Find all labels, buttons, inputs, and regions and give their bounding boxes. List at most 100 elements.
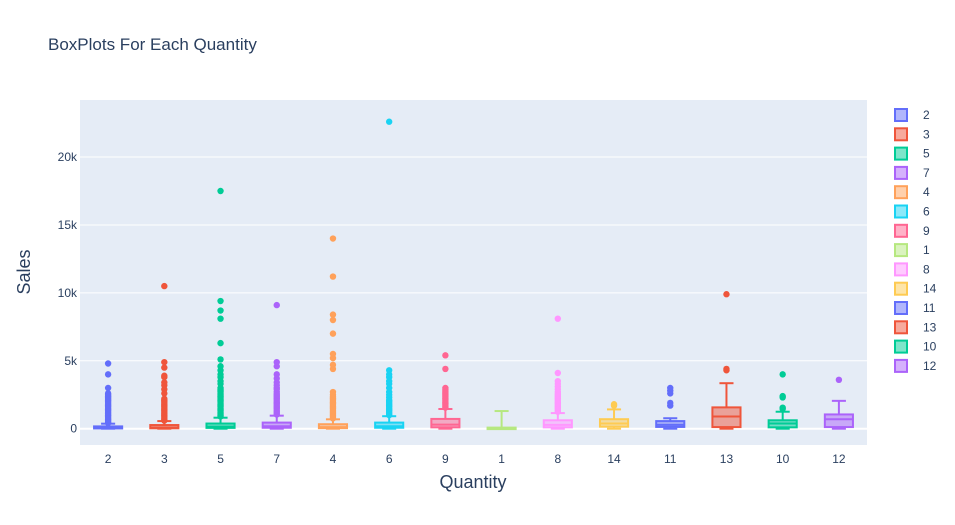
outlier-point	[161, 395, 168, 403]
legend-item-1[interactable]: 1	[894, 243, 930, 258]
box-12	[823, 376, 854, 430]
outlier-point	[610, 401, 618, 408]
y-tick-label: 0	[70, 422, 77, 436]
outlier-point	[104, 371, 112, 378]
y-tick-label: 5k	[64, 354, 78, 368]
outlier-point	[835, 376, 843, 384]
plot-area	[80, 100, 867, 445]
legend-swatch	[894, 320, 908, 335]
legend-swatch	[894, 262, 908, 277]
outlier-point	[217, 315, 224, 322]
outlier-point	[104, 384, 112, 392]
outlier-point	[779, 404, 786, 411]
y-axis-title: Sales	[14, 249, 34, 294]
x-tick-label: 3	[161, 452, 168, 466]
legend-label: 9	[923, 224, 930, 238]
legend-label: 4	[923, 185, 930, 199]
legend-item-6[interactable]: 6	[894, 204, 930, 219]
outlier-point	[554, 315, 562, 322]
x-tick-label: 2	[105, 452, 112, 466]
legend-label: 12	[923, 359, 937, 373]
outlier-point	[554, 369, 562, 377]
outlier-point	[779, 371, 786, 378]
x-axis-ticks: 2 3 5 7 4 6 9 1 8 14 11 13 10 12	[105, 452, 846, 466]
box-1	[486, 410, 517, 431]
outlier-point	[329, 350, 337, 358]
outlier-point	[442, 384, 449, 392]
box-body	[542, 419, 573, 429]
y-tick-label: 20k	[58, 150, 78, 164]
outlier-point	[554, 377, 562, 385]
x-tick-label: 10	[776, 452, 790, 466]
box-body	[823, 413, 854, 429]
outlier-point	[161, 364, 168, 371]
legend-swatch	[894, 127, 908, 142]
box-2	[93, 360, 124, 430]
legend-item-8[interactable]: 8	[894, 262, 930, 277]
legend-item-3[interactable]: 3	[894, 127, 930, 142]
legend-item-7[interactable]: 7	[894, 165, 930, 180]
legend-item-9[interactable]: 9	[894, 223, 930, 238]
outlier-point	[329, 316, 337, 324]
outlier-point	[667, 399, 674, 407]
outlier-point	[217, 339, 224, 347]
box-11	[655, 384, 686, 430]
outlier-point	[329, 311, 337, 318]
x-tick-label: 1	[498, 452, 505, 466]
outlier-point	[329, 273, 337, 280]
legend-label: 13	[923, 320, 937, 334]
outlier-point	[161, 282, 168, 290]
legend-item-14[interactable]: 14	[894, 281, 937, 296]
outlier-point	[161, 358, 168, 366]
box-5	[205, 187, 236, 430]
legend[interactable]: 2 3 5 7 4 6 9 1 8 14 11 13 10 12	[894, 108, 937, 373]
x-tick-label: 7	[273, 452, 280, 466]
outlier-point	[273, 371, 280, 378]
legend-item-10[interactable]: 10	[894, 339, 937, 354]
legend-label: 1	[923, 243, 930, 257]
legend-swatch	[894, 165, 908, 180]
box-14	[598, 401, 630, 430]
outlier-point	[329, 330, 337, 337]
legend-label: 6	[923, 205, 930, 219]
box-10	[767, 371, 798, 430]
legend-swatch	[894, 281, 908, 296]
box-6	[374, 118, 405, 430]
x-axis-title: Quantity	[439, 472, 506, 492]
x-tick-label: 9	[442, 452, 449, 466]
box-series	[93, 118, 854, 431]
y-tick-label: 10k	[58, 286, 78, 300]
outlier-point	[217, 356, 224, 363]
box-7	[261, 301, 292, 430]
outlier-point	[273, 301, 280, 309]
legend-item-2[interactable]: 2	[894, 108, 930, 122]
outlier-point	[104, 360, 112, 367]
box-8	[542, 315, 573, 430]
box-3	[149, 282, 180, 430]
outlier-point	[667, 384, 674, 392]
legend-label: 5	[923, 147, 930, 161]
legend-swatch	[894, 223, 908, 238]
legend-swatch	[894, 243, 908, 258]
x-tick-label: 13	[720, 452, 734, 466]
legend-swatch	[894, 204, 908, 219]
legend-item-12[interactable]: 12	[894, 358, 937, 373]
x-tick-label: 11	[664, 452, 677, 466]
outlier-point	[217, 363, 224, 370]
box-body	[374, 421, 405, 429]
legend-label: 7	[923, 166, 930, 180]
legend-item-5[interactable]: 5	[894, 146, 930, 161]
outlier-point	[273, 358, 280, 366]
legend-item-4[interactable]: 4	[894, 185, 930, 200]
outlier-point	[442, 352, 449, 359]
legend-item-13[interactable]: 13	[894, 320, 937, 335]
box-9	[430, 352, 461, 430]
outlier-point	[385, 118, 393, 125]
legend-swatch	[894, 339, 908, 354]
legend-swatch	[894, 301, 908, 315]
outlier-point	[329, 235, 337, 242]
legend-item-11[interactable]: 11	[894, 301, 936, 315]
chart-title: BoxPlots For Each Quantity	[48, 35, 257, 54]
outlier-point	[161, 379, 168, 386]
outlier-point	[723, 365, 730, 373]
